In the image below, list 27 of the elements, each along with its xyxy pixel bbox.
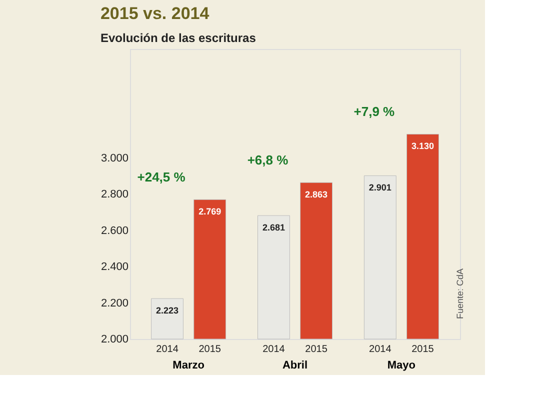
- series-label: 2015: [198, 344, 222, 355]
- y-tick-label: 2.800: [100, 188, 128, 200]
- x-tick-label: Mayo: [387, 360, 416, 372]
- text: 2014: [369, 344, 392, 355]
- annotation: +7,9 %: [354, 104, 396, 120]
- data-label: 2.901: [368, 182, 392, 193]
- annotation: Fuente: CdA: [455, 268, 465, 319]
- y-tick-label: 2.600: [100, 224, 128, 237]
- data-label: 3.130: [411, 141, 434, 152]
- y-tick-label: 3.000: [100, 152, 128, 164]
- text: 2014: [262, 344, 285, 355]
- text: 2015: [412, 344, 434, 355]
- annotation: +6,8 %: [247, 152, 289, 168]
- y-tick-label: 2.200: [100, 297, 128, 310]
- text: 2015: [305, 344, 328, 355]
- series-label: 2014: [156, 344, 179, 355]
- chart-subtitle: Evolución de las escrituras: [100, 31, 256, 45]
- x-tick-label: Abril: [282, 360, 308, 372]
- data-label: 2.223: [156, 306, 179, 316]
- y-tick-label: 2.400: [100, 261, 128, 273]
- data-label: 2.681: [262, 222, 285, 233]
- x-tick-label: Marzo: [172, 360, 205, 372]
- chart-title: 2015 vs. 2014: [100, 4, 210, 23]
- annotation: +24,5 %: [137, 170, 186, 185]
- data-label: 2.863: [305, 190, 328, 200]
- data-label: 2.769: [198, 206, 222, 217]
- y-tick-label: 2.000: [100, 334, 128, 346]
